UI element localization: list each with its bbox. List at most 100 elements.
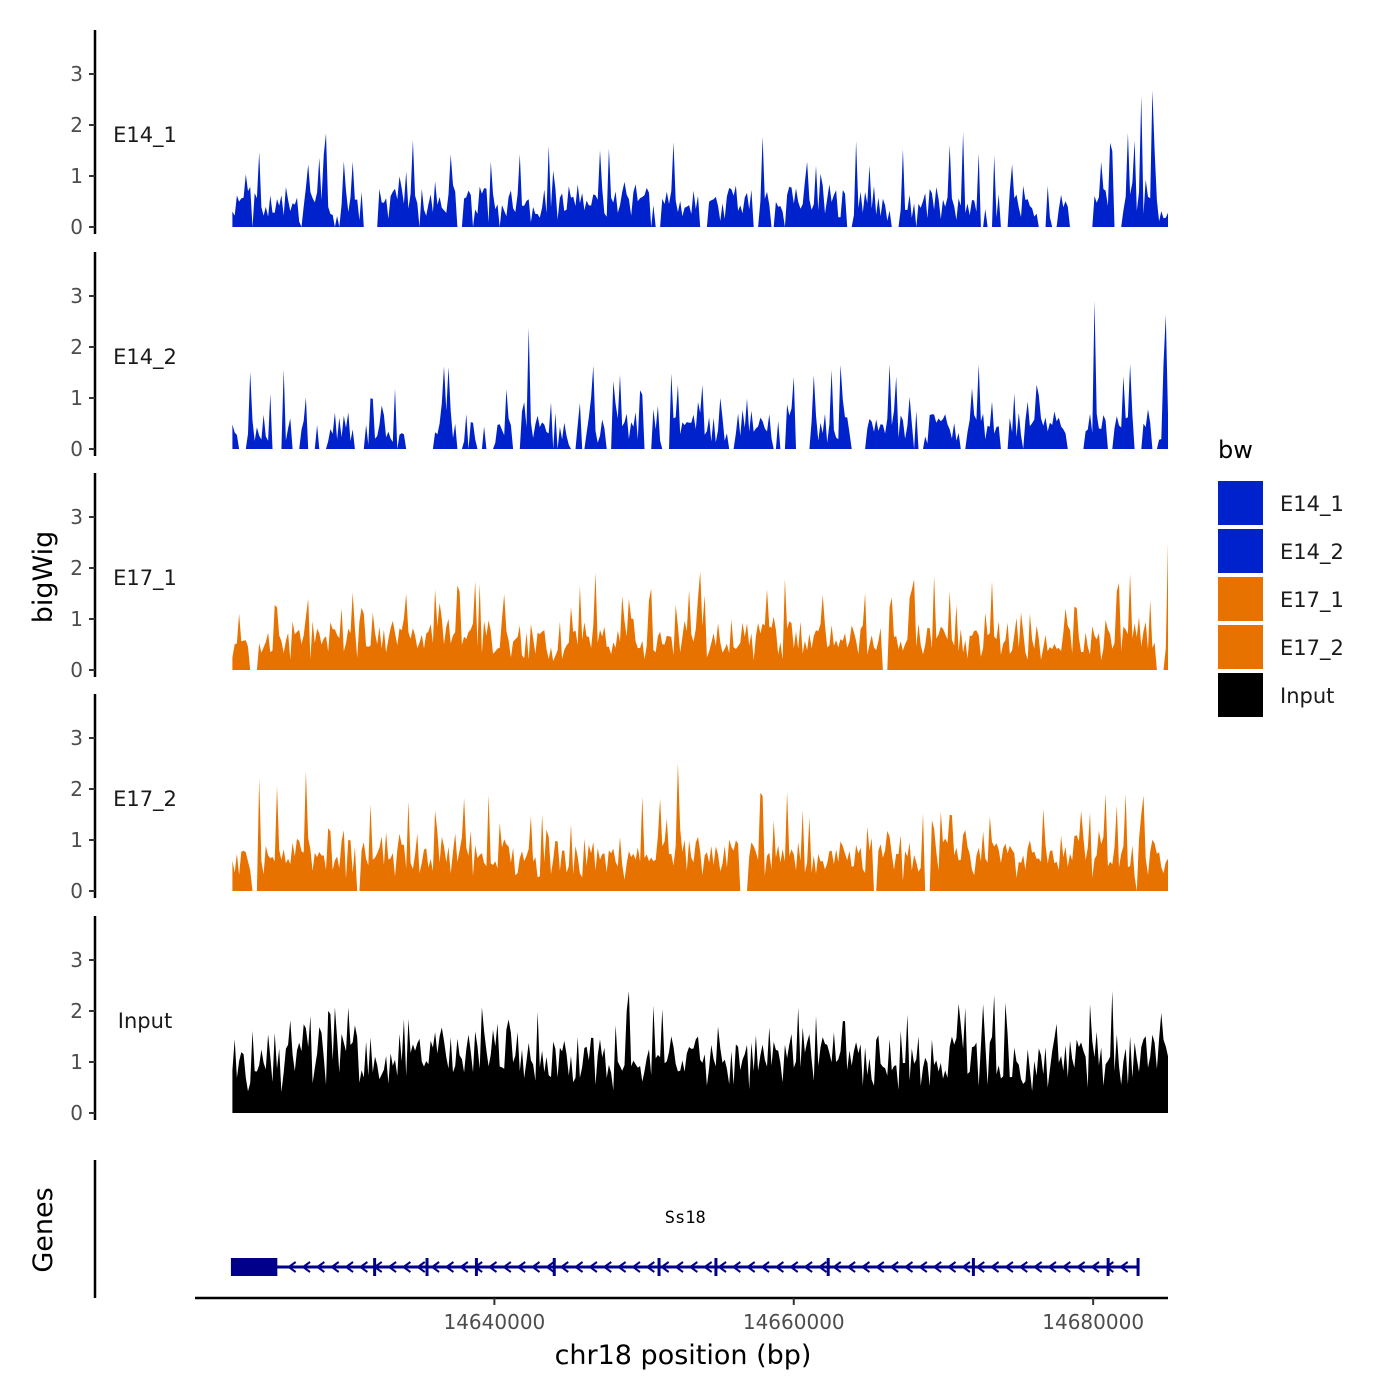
strand-arrow	[1047, 1261, 1057, 1273]
strand-arrow	[588, 1261, 598, 1273]
strand-arrow	[746, 1261, 756, 1273]
y-tick-label: 0	[70, 658, 83, 682]
strand-arrow	[645, 1261, 655, 1273]
strand-arrow	[430, 1261, 440, 1273]
x-axis: 14640000 14660000 14680000	[195, 1296, 1168, 1334]
gene-label: Ss18	[665, 1208, 706, 1228]
track-E14_2: 0 1 2 3 E14_2	[70, 252, 1168, 461]
y-tick-label: 1	[70, 1050, 83, 1074]
strand-arrow	[659, 1261, 670, 1273]
y-tick-label: 1	[70, 607, 83, 631]
strand-arrow	[545, 1261, 555, 1273]
legend-swatch	[1218, 673, 1263, 717]
coverage-area-E17_2	[232, 762, 1168, 891]
track-Input: 0 1 2 3 Input	[70, 916, 1168, 1125]
strand-arrow	[702, 1261, 713, 1273]
strand-arrow	[1118, 1261, 1129, 1273]
y-tick-label: 3	[70, 62, 83, 86]
y-tick-label: 1	[70, 386, 83, 410]
legend-label: Input	[1280, 684, 1334, 708]
y-tick-label: 0	[70, 1101, 83, 1125]
coverage-area-Input	[232, 990, 1168, 1113]
y-tick-label: 2	[70, 556, 83, 580]
strand-arrow	[631, 1261, 641, 1273]
strand-arrow	[889, 1261, 899, 1273]
y-tick-label: 3	[70, 948, 83, 972]
strand-arrow	[487, 1261, 498, 1273]
strand-arrow	[573, 1261, 584, 1273]
strand-arrow	[903, 1261, 914, 1273]
strand-arrow	[731, 1261, 741, 1273]
y-tick-label: 2	[70, 113, 83, 137]
track-E17_1: 0 1 2 3 E17_1	[70, 473, 1168, 682]
strand-arrow	[760, 1261, 770, 1273]
strand-arrow	[516, 1261, 526, 1273]
track-label: E14_1	[113, 123, 177, 148]
gene-exon	[474, 1258, 478, 1276]
legend-label: E14_1	[1280, 492, 1344, 517]
strand-arrow	[358, 1261, 368, 1273]
strand-arrow	[1032, 1261, 1043, 1273]
gene-exon	[657, 1258, 661, 1276]
legend-title: bw	[1218, 436, 1253, 464]
coverage-area-E14_2	[232, 300, 1168, 449]
gene-coding-block	[232, 1258, 278, 1276]
strand-arrow	[789, 1261, 799, 1273]
legend-label: E14_2	[1280, 540, 1344, 565]
track-label: E17_2	[113, 787, 177, 812]
track-E17_2: 0 1 2 3 E17_2	[70, 694, 1168, 903]
genes-axis-title: Genes	[28, 1187, 59, 1272]
legend: bw E14_1 E14_2 E17_1 E17_2 Input	[1218, 436, 1344, 717]
legend-swatch	[1218, 577, 1263, 621]
strand-arrow	[961, 1261, 971, 1273]
strand-arrow	[774, 1261, 785, 1273]
y-tick-label: 3	[70, 505, 83, 529]
strand-arrow	[817, 1261, 828, 1273]
strand-arrow	[459, 1261, 469, 1273]
strand-arrow	[616, 1261, 627, 1273]
legend-label: E17_2	[1280, 636, 1344, 661]
strand-arrow	[688, 1261, 698, 1273]
y-axis-title: bigWig	[28, 531, 59, 624]
strand-arrow	[329, 1261, 340, 1273]
coverage-area-E17_1	[232, 542, 1168, 670]
legend-swatch	[1218, 529, 1263, 573]
strand-arrow	[860, 1261, 871, 1273]
strand-arrow	[387, 1261, 397, 1273]
strand-arrow	[1075, 1261, 1086, 1273]
gene-track: Ss18	[93, 1160, 1140, 1298]
strand-arrow	[674, 1261, 684, 1273]
y-tick-label: 2	[70, 777, 83, 801]
strand-arrow	[1104, 1261, 1114, 1273]
track-label: E17_1	[113, 566, 177, 591]
strand-arrow	[717, 1261, 727, 1273]
strand-arrow	[401, 1261, 412, 1273]
gene-exon	[552, 1258, 556, 1276]
gene-exon	[714, 1258, 718, 1276]
strand-arrow	[602, 1261, 612, 1273]
strand-arrow	[530, 1261, 541, 1273]
y-tick-label: 2	[70, 335, 83, 359]
x-axis-title: chr18 position (bp)	[555, 1340, 812, 1371]
y-tick-label: 2	[70, 999, 83, 1023]
legend-swatch	[1218, 481, 1263, 525]
legend-label: E17_1	[1280, 588, 1344, 613]
x-tick-label: 14640000	[443, 1310, 545, 1334]
strand-arrow	[846, 1261, 856, 1273]
strand-arrow	[559, 1261, 569, 1273]
strand-arrow	[502, 1261, 512, 1273]
strand-arrow	[803, 1261, 813, 1273]
y-tick-label: 0	[70, 215, 83, 239]
strand-arrow	[444, 1261, 455, 1273]
track-panels: 0 1 2 3 E14_1 0 1 2 3 E14_2 0 1 2 3 E17_1 0 1 2 3 E17_2 0 1 2 3…	[70, 30, 1168, 1125]
strand-arrow	[932, 1261, 942, 1273]
strand-arrow	[1090, 1261, 1100, 1273]
y-tick-label: 1	[70, 828, 83, 852]
x-tick-label: 14660000	[743, 1310, 845, 1334]
track-label: E14_2	[113, 345, 177, 370]
y-tick-label: 3	[70, 726, 83, 750]
strand-arrow	[918, 1261, 928, 1273]
y-tick-label: 0	[70, 437, 83, 461]
gene-exon	[1136, 1258, 1140, 1276]
x-tick-label: 14680000	[1042, 1310, 1144, 1334]
